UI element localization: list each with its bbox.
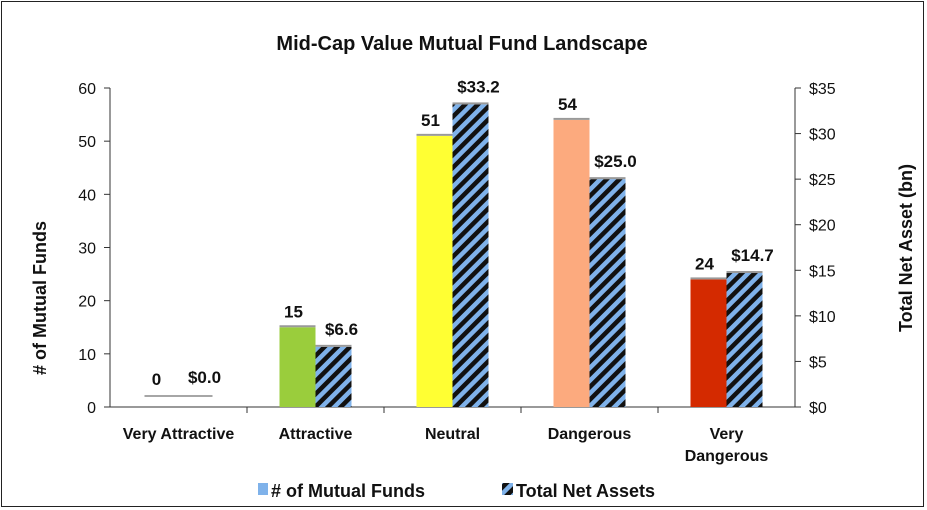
y2-axis-label: Total Net Asset (bn) (896, 164, 916, 332)
bar-funds-0 (144, 395, 213, 397)
x-tick-label: Very Dangerous (685, 426, 769, 465)
bar-assets-cap-3 (589, 177, 626, 180)
y2-tick-label: $5 (809, 354, 827, 371)
x-tick-label: Neutral (425, 426, 480, 443)
y-tick-label: 10 (78, 347, 96, 364)
bar-funds-3 (553, 119, 590, 408)
legend: # of Mutual Funds Total Net Assets (258, 481, 655, 501)
bar-funds-1 (279, 327, 316, 407)
y2-tick-label: $35 (809, 81, 836, 98)
y2-tick-label: $20 (809, 218, 836, 235)
y-tick-label: 40 (78, 187, 96, 204)
y-tick-label: 20 (78, 294, 96, 311)
y2-tick-label: $25 (809, 172, 836, 189)
bar-assets-cap-1 (315, 344, 352, 347)
bars (144, 102, 763, 408)
x-tick-label: Very Attractive (123, 426, 235, 443)
axes: 0 10 20 30 40 50 60 $0 $5 $10 $15 $20 $25 $30 $35 Very … (78, 81, 836, 465)
bar-assets-cap-4 (726, 271, 763, 274)
data-label-funds-3: 54 (558, 95, 577, 114)
legend-label-assets: Total Net Assets (516, 481, 655, 501)
y-tick-label: 30 (78, 241, 96, 258)
data-label-assets-0: $0.0 (188, 368, 221, 387)
y2-tick-label: $10 (809, 309, 836, 326)
data-labels: 0 $0.0 15 $6.6 51 $33.2 54 $25.0 24 $14.7 (152, 77, 774, 389)
y-tick-label: 60 (78, 81, 96, 98)
data-label-funds-0: 0 (152, 370, 161, 389)
data-label-funds-4: 24 (695, 254, 714, 273)
y-tick-label: 0 (87, 400, 96, 417)
chart-title: Mid-Cap Value Mutual Fund Landscape (276, 33, 647, 55)
y-axis-label: # of Mutual Funds (30, 221, 50, 375)
bar-funds-cap-1 (279, 325, 316, 328)
bar-funds-4 (690, 279, 727, 407)
legend-swatch-funds (258, 483, 268, 495)
bar-funds-cap-2 (416, 133, 453, 136)
bar-funds-cap-4 (690, 277, 727, 280)
data-label-assets-2: $33.2 (457, 77, 500, 96)
y2-tick-label: $30 (809, 127, 836, 144)
legend-label-funds: # of Mutual Funds (271, 481, 425, 501)
x-tick-label: Dangerous (548, 426, 632, 443)
bar-assets-1 (315, 346, 352, 407)
data-label-assets-4: $14.7 (731, 246, 774, 265)
y2-tick-label: $0 (809, 400, 827, 417)
data-label-assets-1: $6.6 (325, 320, 358, 339)
bar-funds-2 (416, 135, 453, 407)
data-label-funds-2: 51 (421, 111, 440, 130)
data-label-funds-1: 15 (284, 302, 303, 321)
bar-assets-cap-2 (452, 102, 489, 105)
y-tick-label: 50 (78, 134, 96, 151)
data-label-assets-3: $25.0 (594, 152, 637, 171)
x-tick-label: Attractive (279, 426, 353, 443)
bar-funds-cap-3 (553, 117, 590, 120)
y2-tick-label: $15 (809, 263, 836, 280)
bar-assets-2 (452, 104, 489, 408)
legend-swatch-assets (502, 483, 513, 495)
bar-assets-3 (589, 179, 626, 407)
bar-assets-4 (726, 273, 763, 407)
